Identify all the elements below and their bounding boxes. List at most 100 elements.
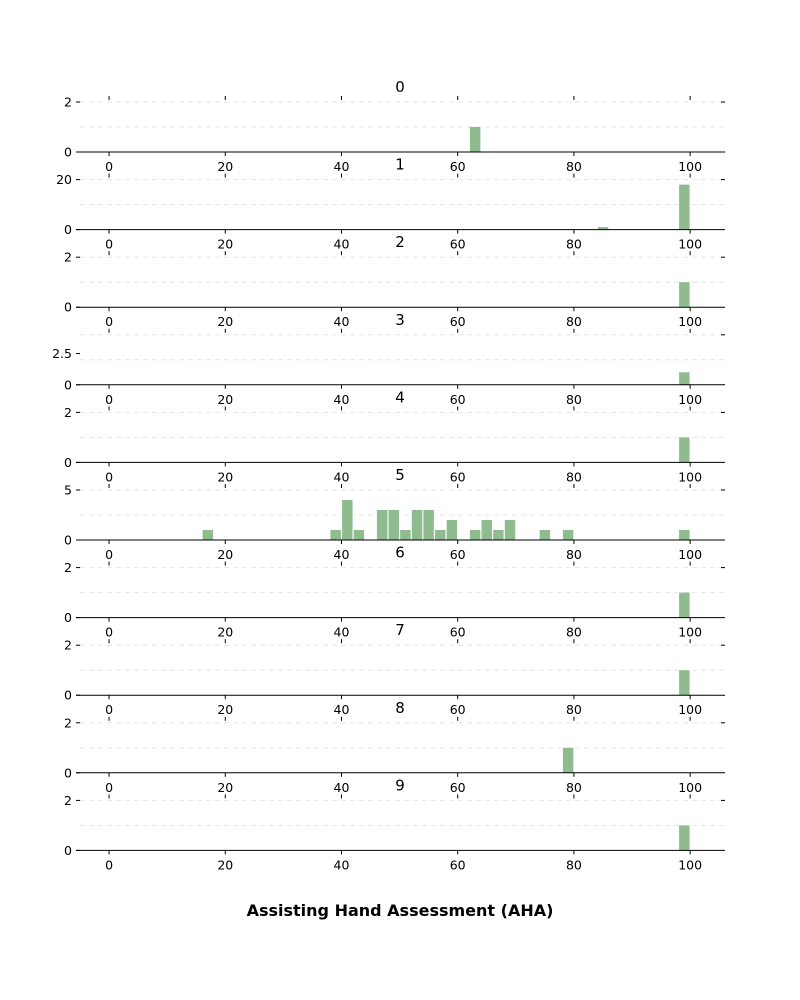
bar-5-67 [493,530,504,540]
panel-title: 5 [395,466,405,484]
panel-1: 0 20 0 20 40 60 80 100 1 [56,156,725,252]
x-tick-label: 80 [566,159,582,174]
x-tick-label: 0 [105,469,113,484]
bar-5-65 [481,520,492,540]
x-tick-label: 60 [450,702,466,717]
x-tick-label: 20 [217,702,233,717]
x-tick-label: 40 [334,237,350,252]
x-tick-label: 40 [334,314,350,329]
x-tick-label: 40 [334,469,350,484]
x-tick-label: 100 [678,469,702,484]
x-tick-label: 40 [334,702,350,717]
x-tick-label: 80 [566,857,582,872]
x-tick-label: 60 [450,857,466,872]
y-tick-label: 20 [56,172,72,187]
x-tick-label: 20 [217,547,233,562]
x-tick-label: 20 [217,625,233,640]
bar-8-79 [562,747,574,773]
y-tick-label: 2 [64,405,72,420]
x-tick-label: 80 [566,547,582,562]
x-tick-label: 20 [217,237,233,252]
x-tick-label: 0 [105,857,113,872]
x-tick-label: 100 [678,547,702,562]
bar-5-51 [400,530,411,540]
x-tick-label: 80 [566,702,582,717]
bar-9-99 [679,825,690,851]
y-tick-label: 2 [64,560,72,575]
x-tick-label: 100 [678,237,702,252]
bar-2-99 [679,282,690,308]
panel-title: 3 [395,311,405,329]
x-tick-label: 100 [678,780,702,795]
bar-5-59 [446,520,458,540]
bar-5-75 [539,530,551,540]
panel-title: 1 [395,156,405,174]
y-tick-label: 2 [64,250,72,265]
panel-title: 9 [395,776,405,794]
x-tick-label: 100 [678,314,702,329]
x-tick-label: 60 [450,392,466,407]
x-tick-label: 60 [450,237,466,252]
bar-5-79 [562,530,574,540]
y-tick-label: 0 [64,222,72,237]
x-tick-label: 0 [105,625,113,640]
bar-5-49 [388,510,400,540]
bar-5-47 [376,510,388,540]
bar-5-53 [411,510,423,540]
x-axis-label: Assisting Hand Assessment (AHA) [247,901,554,920]
y-tick-label: 5 [64,483,72,498]
bar-1-85 [597,227,609,230]
y-tick-label: 2 [64,638,72,653]
x-tick-label: 0 [105,547,113,562]
panel-title: 0 [395,78,405,96]
x-tick-label: 100 [678,159,702,174]
x-tick-label: 60 [450,780,466,795]
y-tick-label: 2 [64,715,72,730]
y-tick-label: 0 [64,688,72,703]
panel-title: 7 [395,621,405,639]
x-tick-label: 0 [105,702,113,717]
bar-5-39 [330,530,341,540]
bar-0-63 [469,127,481,152]
y-tick-label: 0 [64,610,72,625]
bar-5-43 [353,530,365,540]
x-tick-label: 60 [450,159,466,174]
y-tick-label: 0 [64,843,72,858]
x-tick-label: 40 [334,625,350,640]
y-tick-label: 2 [64,793,72,808]
panel-title: 2 [395,233,405,251]
x-tick-label: 20 [217,857,233,872]
y-tick-label: 0 [64,533,72,548]
x-tick-label: 20 [217,469,233,484]
x-tick-label: 80 [566,237,582,252]
x-tick-label: 80 [566,625,582,640]
x-tick-label: 40 [334,392,350,407]
bar-6-99 [679,592,690,618]
bar-5-41 [342,500,353,540]
y-tick-label: 0 [64,300,72,315]
x-tick-label: 60 [450,314,466,329]
x-tick-label: 20 [217,780,233,795]
bar-3-99 [679,372,690,385]
bar-5-63 [469,530,481,540]
bar-4-99 [679,437,690,463]
x-tick-label: 80 [566,780,582,795]
bar-7-99 [679,670,690,696]
x-tick-label: 0 [105,237,113,252]
y-tick-label: 2.5 [52,346,72,361]
x-tick-label: 40 [334,159,350,174]
bar-5-69 [504,520,516,540]
x-tick-label: 40 [334,547,350,562]
x-tick-label: 80 [566,314,582,329]
y-tick-label: 0 [64,455,72,470]
x-tick-label: 0 [105,780,113,795]
x-tick-label: 100 [678,392,702,407]
bar-5-57 [435,530,446,540]
x-tick-label: 40 [334,780,350,795]
